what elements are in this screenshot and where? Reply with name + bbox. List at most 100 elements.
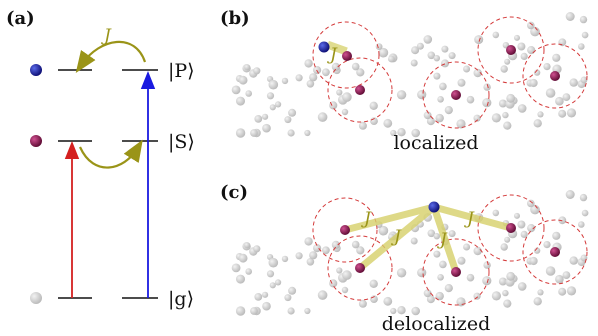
panel-a-tag: (a) — [6, 8, 35, 29]
ground-state-atom — [356, 68, 365, 77]
coupling-bond-b — [326, 40, 348, 56]
ground-state-atom — [492, 209, 500, 217]
ground-state-atom — [416, 42, 424, 50]
ground-state-atom — [426, 295, 435, 304]
ground-state-atom — [250, 307, 258, 315]
ground-state-atom — [506, 271, 516, 281]
ground-state-atom — [463, 243, 471, 251]
ground-state-atom — [356, 246, 365, 255]
ground-state-atom — [500, 65, 508, 73]
ground-state-atom — [331, 62, 340, 71]
s-state-atom — [355, 263, 365, 273]
state-label-s: |S⟩ — [168, 131, 195, 153]
ground-state-atom — [558, 287, 567, 296]
ground-state-atom — [552, 53, 561, 62]
ground-state-atom — [529, 78, 538, 88]
ground-state-atom — [555, 274, 564, 284]
ground-state-atom — [581, 31, 589, 39]
ground-state-atom — [262, 301, 271, 311]
p-state-atom — [428, 201, 440, 213]
ground-state-atom — [304, 129, 311, 137]
ground-state-atoms-b — [231, 12, 589, 138]
ground-state-atom — [341, 286, 349, 294]
coupling-label-c4: J — [464, 209, 475, 229]
ground-state-atom — [304, 237, 313, 246]
ground-state-atom — [441, 59, 449, 68]
ground-state-atom — [317, 290, 328, 300]
ground-state-atom — [466, 273, 475, 282]
ground-state-atom — [545, 266, 556, 276]
ground-state-atom — [236, 96, 245, 106]
ground-state-atom — [269, 282, 276, 289]
ground-state-atom — [317, 112, 328, 122]
ground-state-atom — [262, 113, 269, 120]
coupling-bond — [430, 203, 515, 232]
ground-state-atom — [417, 90, 427, 100]
state-label-g: |g⟩ — [168, 288, 194, 310]
ground-state-atom — [238, 75, 248, 85]
ground-state-atom — [288, 286, 297, 295]
ground-state-atom — [411, 46, 420, 55]
ground-state-atom — [284, 294, 292, 302]
coupling-label-c2: J — [391, 227, 402, 247]
ground-state-atom — [244, 242, 251, 249]
ground-state-atom — [569, 256, 578, 265]
ground-state-atom — [503, 121, 512, 130]
ground-state-atom — [517, 220, 526, 229]
ground-state-atom — [397, 306, 406, 315]
ground-state-atom — [520, 230, 528, 238]
s-state-atom — [506, 223, 516, 233]
blockade-circle — [522, 43, 588, 109]
ground-state-atom — [342, 92, 352, 102]
ground-state-atom — [491, 113, 501, 123]
ground-state-atom — [410, 59, 418, 67]
ground-state-atom — [268, 257, 279, 268]
coupling-label-c1: J — [361, 209, 372, 229]
ground-state-atom — [527, 46, 536, 55]
ground-state-atom — [322, 68, 330, 77]
ground-state-atom — [281, 255, 289, 263]
ground-state-atom — [466, 95, 475, 104]
ground-state-atom — [482, 98, 492, 108]
ground-state-atom — [533, 69, 541, 76]
ground-state-atom — [578, 43, 585, 50]
ground-state-atom — [558, 216, 567, 225]
ground-state-atom — [533, 297, 542, 306]
ground-state-atom — [383, 118, 393, 128]
panel-b-tag: (b) — [220, 8, 250, 29]
coupling-label-a: J — [101, 26, 112, 46]
ground-state-atom — [463, 65, 471, 73]
coupling-bonds-c — [341, 203, 515, 276]
ground-state-atom — [375, 43, 383, 50]
ground-state-atom — [566, 108, 577, 118]
ground-state-atoms-c — [231, 190, 589, 316]
ground-state-atom — [390, 307, 397, 315]
ground-state-atom — [426, 117, 435, 126]
ground-state-atom — [437, 96, 444, 103]
blockade-circle — [522, 219, 588, 285]
ground-state-atom — [473, 114, 481, 122]
ground-state-atom — [254, 115, 263, 123]
ground-state-atom — [295, 74, 303, 82]
ground-state-atom — [245, 90, 252, 97]
ground-state-atom — [474, 35, 484, 45]
panel-c-tag: (c) — [220, 182, 248, 203]
ground-state-atom — [517, 42, 526, 51]
ground-state-atom — [504, 58, 511, 65]
blockade-circle — [327, 57, 393, 123]
ground-state-atom — [254, 293, 263, 301]
ground-state-atom — [514, 34, 520, 41]
ground-state-atom — [378, 225, 389, 236]
ground-state-atom — [284, 116, 292, 124]
ground-state-atom — [444, 106, 453, 115]
ground-state-atom — [439, 82, 447, 91]
ground-state-atom — [396, 268, 407, 278]
ground-state-atom — [378, 47, 389, 58]
s-state-atom — [355, 85, 365, 95]
ground-state-atom — [579, 15, 588, 24]
ground-state-atom — [530, 26, 540, 37]
ground-state-atom — [517, 104, 527, 113]
ground-state-atom — [565, 190, 575, 199]
ground-state-atom — [502, 111, 509, 119]
ground-state-atom — [555, 96, 564, 106]
